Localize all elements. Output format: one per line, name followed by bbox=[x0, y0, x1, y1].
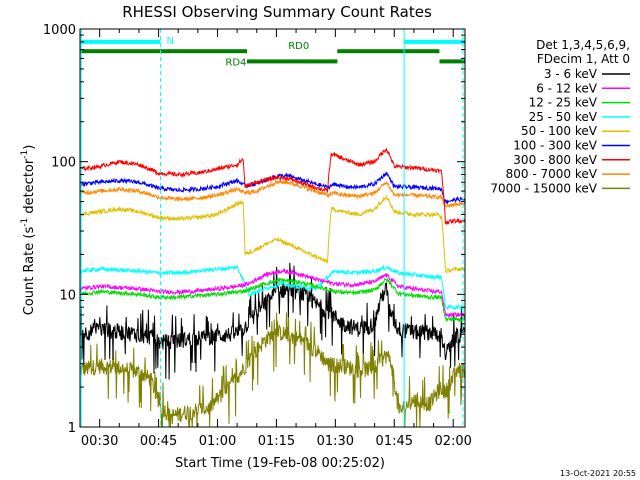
x-tick-label: 01:45 bbox=[376, 434, 413, 449]
series-layer bbox=[79, 147, 466, 428]
y-axis-label-sup1: -1 bbox=[20, 218, 30, 227]
legend-label: 50 - 100 keV bbox=[521, 124, 598, 138]
y-tick-label: 1000 bbox=[43, 23, 76, 38]
state-bar-label: N bbox=[167, 36, 174, 47]
axes: 1 10 100 1000 00:30 00:45 01:00 01:15 01:30 01:45… bbox=[43, 23, 472, 449]
legend-label: 7000 - 15000 keV bbox=[490, 181, 597, 195]
state-bar-label: RD4 bbox=[225, 57, 246, 68]
y-axis-label-sup2: -1 bbox=[20, 150, 30, 159]
legend-label: 300 - 800 keV bbox=[513, 153, 597, 167]
legend-header-line-2: FDecim 1, Att 0 bbox=[537, 52, 630, 66]
state-bar-segment bbox=[404, 39, 465, 44]
series-line bbox=[79, 264, 466, 311]
x-tick-label: 02:00 bbox=[434, 434, 471, 449]
y-axis-label-mid: detector bbox=[22, 158, 37, 218]
plot-frame bbox=[79, 28, 466, 428]
legend-label: 25 - 50 keV bbox=[529, 110, 598, 124]
state-bar-segment bbox=[439, 59, 465, 64]
y-tick-label: 1 bbox=[68, 421, 76, 436]
y-axis-label-main: Count Rate (s bbox=[22, 227, 37, 316]
series-line bbox=[79, 178, 466, 208]
legend-label: 100 - 300 keV bbox=[513, 139, 597, 153]
state-bars: N RD0 RD4 bbox=[80, 36, 465, 68]
series-line bbox=[79, 277, 466, 323]
x-tick-label: 00:45 bbox=[140, 434, 177, 449]
legend-label: 12 - 25 keV bbox=[529, 96, 598, 110]
legend: Det 1,3,4,5,6,9, FDecim 1, Att 0 3 - 6 k… bbox=[490, 38, 630, 195]
x-tick-label: 01:30 bbox=[317, 434, 354, 449]
x-axis-label: Start Time (19-Feb-08 00:25:02) bbox=[175, 456, 385, 471]
state-bar-segment bbox=[247, 59, 338, 64]
x-tick-label: 00:30 bbox=[81, 434, 118, 449]
state-bar-segment bbox=[80, 49, 247, 54]
series-line bbox=[79, 194, 466, 274]
chart-title: RHESSI Observing Summary Count Rates bbox=[122, 3, 432, 21]
series-line bbox=[79, 262, 466, 380]
state-bar-segment bbox=[80, 39, 161, 44]
y-tick-label: 100 bbox=[51, 156, 76, 171]
series-line bbox=[79, 308, 466, 428]
footer-timestamp: 13-Oct-2021 20:55 bbox=[560, 469, 636, 478]
state-vertical-lines bbox=[80, 29, 464, 427]
x-tick-label: 01:00 bbox=[199, 434, 236, 449]
y-tick-label: 10 bbox=[59, 288, 76, 303]
state-bar-label: RD0 bbox=[288, 41, 309, 52]
series-line bbox=[79, 147, 466, 226]
x-tick-label: 01:15 bbox=[258, 434, 295, 449]
y-axis-label-end: ) bbox=[22, 145, 37, 150]
legend-header-line-1: Det 1,3,4,5,6,9, bbox=[536, 38, 630, 52]
legend-label: 3 - 6 keV bbox=[544, 67, 598, 81]
legend-label: 800 - 7000 keV bbox=[506, 167, 598, 181]
legend-label: 6 - 12 keV bbox=[536, 81, 598, 95]
state-bar-segment bbox=[337, 49, 440, 54]
series-line bbox=[79, 267, 466, 319]
y-axis-label: Count Rate (s-1 detector-1) bbox=[20, 145, 37, 316]
